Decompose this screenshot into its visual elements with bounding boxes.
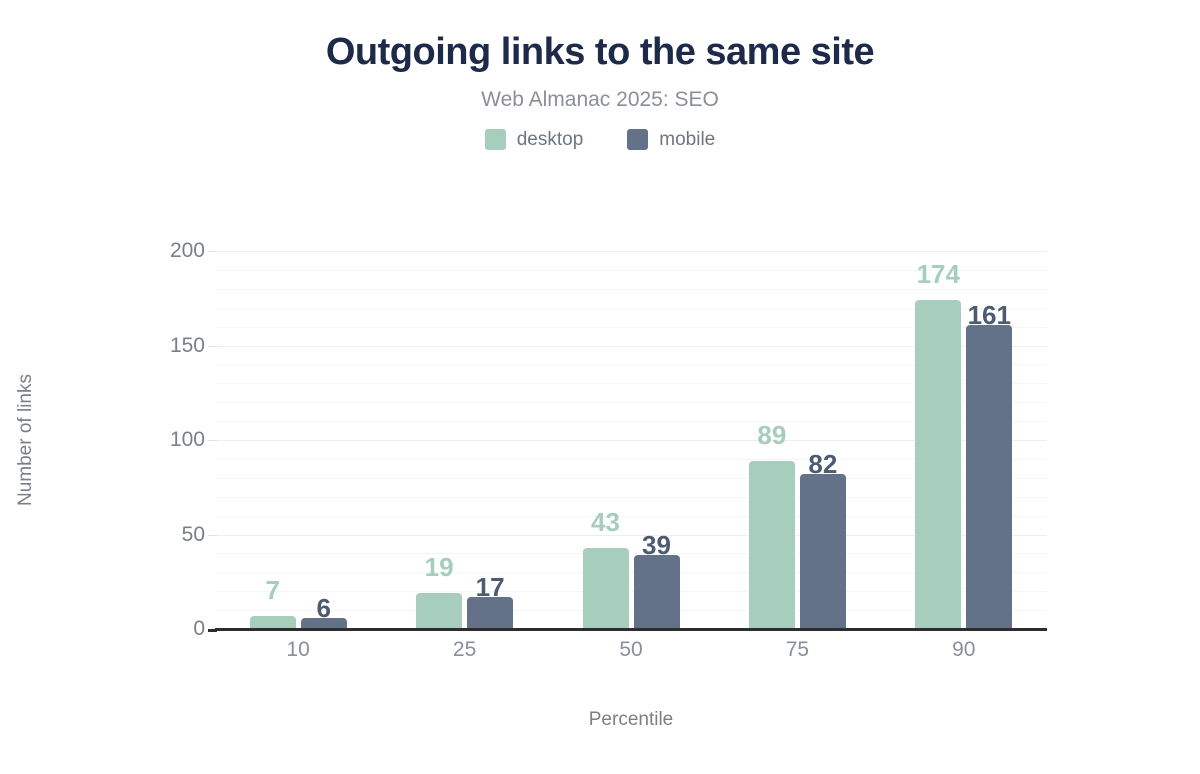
page-title: Outgoing links to the same site xyxy=(325,31,875,73)
bar-desktop-p25[interactable] xyxy=(416,593,463,629)
legend-item-mobile[interactable]: mobile xyxy=(627,129,715,151)
y-tick-label: 200 xyxy=(169,239,205,262)
gridline xyxy=(215,515,1047,517)
gridline xyxy=(215,477,1047,479)
bar-desktop-p75[interactable] xyxy=(748,460,795,629)
gridline xyxy=(215,288,1047,290)
gridline xyxy=(215,326,1047,328)
bar-value-label: 43 xyxy=(591,506,620,537)
chart-subtitle: Web Almanac 2025: SEO xyxy=(481,87,719,111)
bar-value-label: 161 xyxy=(967,299,1011,330)
x-tick-label: 25 xyxy=(452,638,477,661)
y-tick-label: 50 xyxy=(181,522,205,546)
bar-value-label: 7 xyxy=(265,574,280,605)
gridline xyxy=(215,591,1047,593)
bar-mobile-p10[interactable] xyxy=(300,617,347,629)
legend-label-mobile: mobile xyxy=(659,128,716,150)
plot-area: 7 6 19 17 43 39 89 82 174 161 xyxy=(215,251,1047,630)
bar-desktop-p90[interactable] xyxy=(915,300,962,629)
gridline xyxy=(215,345,1047,347)
x-axis-title: Percentile xyxy=(588,709,674,730)
gridline xyxy=(215,458,1047,460)
y-axis-title: Number of links xyxy=(15,374,36,506)
gridline xyxy=(215,421,1047,423)
x-tick-label: 10 xyxy=(286,638,310,661)
bar-mobile-p50[interactable] xyxy=(633,555,680,629)
bar-mobile-p90[interactable] xyxy=(966,324,1013,629)
gridline xyxy=(215,402,1047,404)
gridline xyxy=(215,534,1047,536)
gridline xyxy=(215,269,1047,271)
x-tick-label: 90 xyxy=(952,638,976,661)
gridline xyxy=(215,610,1047,612)
x-tick-label: 75 xyxy=(785,638,810,661)
bar-desktop-p50[interactable] xyxy=(582,547,629,629)
gridline xyxy=(215,383,1047,385)
bar-value-label: 82 xyxy=(808,449,838,480)
legend-swatch-mobile xyxy=(627,129,649,151)
gridline xyxy=(215,364,1047,366)
bar-value-label: 17 xyxy=(475,571,505,602)
legend-swatch-desktop xyxy=(484,129,506,151)
legend-item-desktop[interactable]: desktop xyxy=(484,128,584,151)
bar-value-label: 6 xyxy=(316,592,331,623)
gridline xyxy=(215,251,1047,252)
gridline xyxy=(215,440,1047,441)
y-tick-label: 100 xyxy=(169,428,205,451)
bar-mobile-p75[interactable] xyxy=(799,474,846,629)
bar-value-label: 174 xyxy=(916,259,960,290)
bar-desktop-p10[interactable] xyxy=(249,615,296,629)
gridline xyxy=(215,496,1047,498)
gridline xyxy=(215,307,1047,309)
y-tick-label: 150 xyxy=(169,333,205,357)
gridline xyxy=(215,553,1047,555)
gridline xyxy=(215,629,1047,630)
bar-value-label: 19 xyxy=(424,552,454,583)
chart-legend: desktop mobile xyxy=(0,129,1200,151)
y-tick-label: 0 xyxy=(193,617,205,640)
x-tick-label: 50 xyxy=(619,638,643,661)
gridline xyxy=(215,572,1047,574)
bar-value-label: 89 xyxy=(757,419,787,450)
legend-label-desktop: desktop xyxy=(516,128,584,150)
bar-mobile-p25[interactable] xyxy=(467,596,514,629)
bar-value-label: 39 xyxy=(642,530,671,561)
